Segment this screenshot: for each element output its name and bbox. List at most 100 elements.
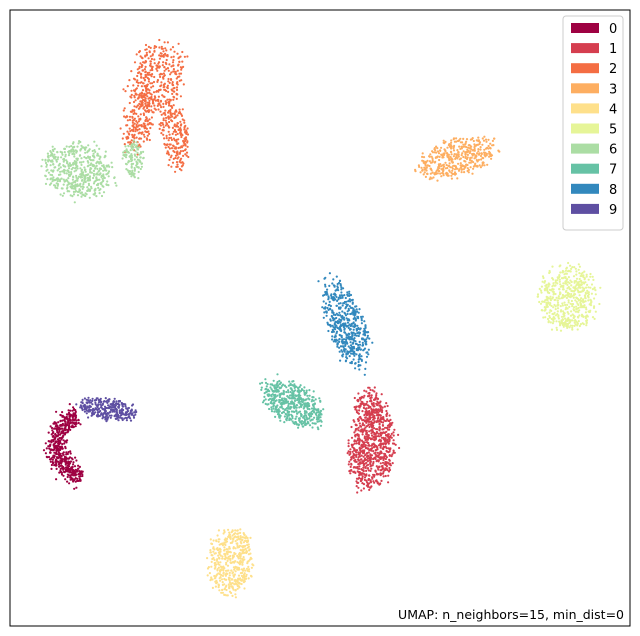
data-point: [312, 404, 315, 407]
data-point: [150, 109, 153, 112]
data-point: [87, 164, 90, 167]
data-point: [322, 316, 325, 319]
data-point: [128, 118, 132, 121]
data-point: [371, 389, 374, 392]
data-point: [177, 64, 180, 67]
data-point: [469, 166, 472, 169]
data-point: [471, 172, 474, 175]
data-point: [184, 139, 187, 142]
data-point: [221, 544, 224, 547]
data-point: [178, 79, 181, 82]
data-point: [84, 151, 87, 154]
data-point: [62, 451, 65, 454]
data-point: [136, 129, 139, 132]
data-point: [274, 399, 277, 403]
data-point: [166, 84, 169, 87]
data-point: [355, 347, 358, 351]
data-point: [84, 168, 87, 171]
data-point: [187, 155, 190, 159]
data-point: [285, 398, 288, 401]
data-point: [375, 394, 378, 397]
data-point: [72, 406, 75, 409]
data-point: [175, 152, 178, 155]
data-point: [303, 420, 306, 424]
data-point: [579, 301, 582, 304]
data-point: [226, 537, 229, 541]
data-point: [372, 480, 375, 483]
data-point: [50, 169, 53, 172]
data-point: [269, 383, 272, 386]
data-point: [52, 176, 55, 179]
data-point: [429, 161, 433, 164]
data-point: [345, 333, 348, 336]
data-point: [138, 67, 141, 70]
data-point: [209, 549, 212, 552]
data-point: [436, 172, 439, 175]
data-point: [69, 467, 72, 470]
data-point: [274, 389, 277, 393]
data-point: [234, 529, 237, 532]
data-point: [286, 400, 290, 403]
data-point: [143, 68, 146, 71]
data-point: [228, 531, 231, 534]
data-point: [548, 269, 551, 273]
data-point: [146, 101, 149, 104]
data-point: [102, 179, 105, 182]
data-point: [373, 474, 376, 477]
data-point: [344, 338, 347, 341]
data-point: [166, 143, 169, 146]
data-point: [168, 81, 171, 84]
data-point: [554, 305, 557, 308]
data-point: [355, 453, 358, 457]
data-point: [82, 171, 85, 174]
data-point: [168, 136, 171, 140]
data-point: [447, 156, 450, 159]
data-point: [566, 311, 569, 314]
data-point: [547, 320, 550, 323]
data-point: [78, 470, 81, 473]
data-point: [164, 146, 167, 149]
data-point: [99, 155, 102, 158]
data-point: [174, 170, 177, 173]
data-point: [287, 396, 290, 399]
data-point: [47, 445, 50, 448]
data-point: [65, 415, 68, 418]
data-point: [44, 175, 47, 178]
data-point: [156, 80, 159, 83]
data-point: [79, 148, 82, 151]
data-point: [270, 406, 273, 409]
data-point: [231, 534, 234, 537]
data-point: [75, 161, 78, 164]
data-point: [58, 471, 61, 474]
data-point: [465, 138, 469, 141]
data-point: [371, 416, 374, 419]
data-point: [545, 301, 548, 304]
data-point: [102, 185, 105, 188]
data-point: [571, 266, 574, 269]
data-point: [365, 413, 369, 416]
data-point: [451, 161, 454, 164]
data-point: [245, 577, 248, 580]
data-point: [353, 459, 357, 462]
data-point: [365, 429, 368, 432]
data-point: [349, 344, 353, 347]
data-point: [368, 414, 371, 417]
data-point: [385, 449, 388, 453]
data-point: [478, 142, 481, 146]
data-point: [285, 419, 288, 422]
data-point: [221, 557, 224, 560]
data-point: [355, 410, 358, 414]
data-point: [74, 413, 77, 416]
data-point: [233, 568, 236, 571]
data-point: [367, 469, 370, 472]
data-point: [266, 403, 269, 406]
data-point: [431, 159, 434, 162]
data-point: [102, 169, 105, 172]
data-point: [384, 440, 387, 443]
data-point: [388, 426, 391, 429]
data-point: [73, 180, 76, 184]
data-point: [277, 408, 280, 411]
data-point: [355, 329, 358, 332]
data-point: [312, 410, 316, 413]
data-point: [93, 193, 96, 196]
